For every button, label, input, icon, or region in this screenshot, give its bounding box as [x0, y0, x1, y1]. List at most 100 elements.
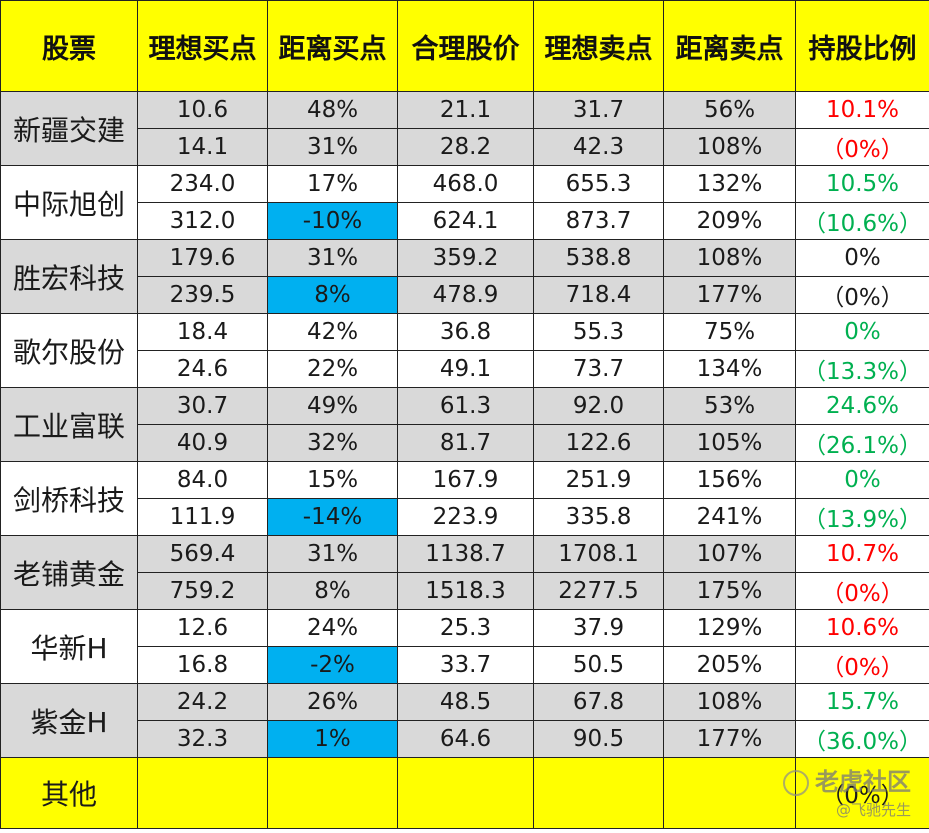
sell-distance-cell: 177%	[663, 720, 796, 758]
holding-ratio-cell: 0%	[795, 461, 929, 499]
ideal-sell-cell: 92.0	[533, 387, 664, 425]
other-name: 其他	[0, 757, 138, 829]
table-row: 40.9 32% 81.7 122.6 105% （26.1%）	[1, 424, 929, 462]
holding-ratio-cell: （0%）	[795, 128, 929, 166]
ideal-buy-cell: 111.9	[137, 498, 268, 536]
fair-price-cell: 33.7	[397, 646, 534, 684]
ideal-buy-cell: 84.0	[137, 461, 268, 499]
fair-price-cell: 223.9	[397, 498, 534, 536]
holding-ratio-cell: 15.7%	[795, 683, 929, 721]
stock-name: 老铺黄金	[0, 535, 138, 610]
stock-name: 歌尔股份	[0, 313, 138, 388]
ideal-sell-cell: 251.9	[533, 461, 664, 499]
ideal-buy-cell: 40.9	[137, 424, 268, 462]
table-row: 中际旭创 234.0 17% 468.0 655.3 132% 10.5%	[0, 165, 929, 240]
sell-distance-cell: 134%	[663, 350, 796, 388]
fair-price-cell: 624.1	[397, 202, 534, 240]
ideal-buy-cell: 14.1	[137, 128, 268, 166]
stock-name: 工业富联	[0, 387, 138, 462]
sell-distance-cell: 156%	[663, 461, 796, 499]
watermark: 老虎社区 @飞驰先生	[783, 762, 911, 820]
buy-distance-cell: 24%	[267, 609, 398, 647]
table-row: 111.9 -14% 223.9 335.8 241% （13.9%）	[1, 498, 929, 536]
buy-distance-cell: 49%	[267, 387, 398, 425]
sell-distance-cell: 129%	[663, 609, 796, 647]
buy-distance-cell: 1%	[267, 720, 398, 758]
fair-price-cell: 28.2	[397, 128, 534, 166]
ideal-buy-cell: 569.4	[137, 535, 268, 573]
ideal-sell-cell: 718.4	[533, 276, 664, 314]
buy-distance-cell: 48%	[267, 91, 398, 129]
table-row: 胜宏科技 179.6 31% 359.2 538.8 108% 0%	[0, 239, 929, 314]
stock-name: 紫金H	[0, 683, 138, 758]
ideal-sell-cell: 335.8	[533, 498, 664, 536]
sell-distance-cell: 132%	[663, 165, 796, 203]
table-row: 新疆交建 10.6 48% 21.1 31.7 56% 10.1%	[0, 91, 929, 166]
header-buy-distance: 距离买点	[267, 0, 398, 92]
holding-ratio-cell: 0%	[795, 313, 929, 351]
buy-distance-cell: 26%	[267, 683, 398, 721]
buy-distance-cell: 31%	[267, 239, 398, 277]
holding-ratio-cell: （0%）	[795, 276, 929, 314]
holding-ratio-cell: 10.6%	[795, 609, 929, 647]
fair-price-cell: 478.9	[397, 276, 534, 314]
ideal-buy-cell: 312.0	[137, 202, 268, 240]
sell-distance-cell: 75%	[663, 313, 796, 351]
ideal-buy-cell: 179.6	[137, 239, 268, 277]
other-holding-ratio: （0%）	[795, 757, 929, 829]
ideal-sell-cell: 655.3	[533, 165, 664, 203]
empty-cell	[267, 757, 398, 829]
buy-distance-cell: -2%	[267, 646, 398, 684]
fair-price-cell: 81.7	[397, 424, 534, 462]
fair-price-cell: 167.9	[397, 461, 534, 499]
buy-distance-cell: 22%	[267, 350, 398, 388]
buy-distance-cell: 8%	[267, 276, 398, 314]
ideal-sell-cell: 50.5	[533, 646, 664, 684]
buy-distance-cell: 32%	[267, 424, 398, 462]
table-row: 16.8 -2% 33.7 50.5 205% （0%）	[1, 646, 929, 684]
fair-price-cell: 64.6	[397, 720, 534, 758]
ideal-sell-cell: 67.8	[533, 683, 664, 721]
holding-ratio-cell: （13.9%）	[795, 498, 929, 536]
holding-ratio-cell: （26.1%）	[795, 424, 929, 462]
table-row: 歌尔股份 18.4 42% 36.8 55.3 75% 0%	[0, 313, 929, 388]
watermark-brand: 老虎社区	[815, 768, 911, 796]
sell-distance-cell: 241%	[663, 498, 796, 536]
holding-ratio-cell: 10.7%	[795, 535, 929, 573]
fair-price-cell: 49.1	[397, 350, 534, 388]
stock-name: 华新H	[0, 609, 138, 684]
table-row: 紫金H 24.2 26% 48.5 67.8 108% 15.7%	[0, 683, 929, 758]
stock-name: 新疆交建	[0, 91, 138, 166]
fair-price-cell: 1518.3	[397, 572, 534, 610]
table-row: 32.3 1% 64.6 90.5 177% （36.0%）	[1, 720, 929, 758]
buy-distance-cell: -14%	[267, 498, 398, 536]
ideal-sell-cell: 2277.5	[533, 572, 664, 610]
ideal-buy-cell: 30.7	[137, 387, 268, 425]
table-row: 312.0 -10% 624.1 873.7 209% （10.6%）	[1, 202, 929, 240]
header-row: 股票 理想买点 距离买点 合理股价 理想卖点 距离卖点 持股比例	[0, 0, 929, 92]
holding-ratio-cell: （0%）	[795, 572, 929, 610]
buy-distance-cell: 31%	[267, 535, 398, 573]
sell-distance-cell: 53%	[663, 387, 796, 425]
ideal-sell-cell: 122.6	[533, 424, 664, 462]
buy-distance-cell: -10%	[267, 202, 398, 240]
fair-price-cell: 468.0	[397, 165, 534, 203]
header-stock: 股票	[0, 0, 138, 92]
buy-distance-cell: 42%	[267, 313, 398, 351]
sell-distance-cell: 108%	[663, 239, 796, 277]
buy-distance-cell: 15%	[267, 461, 398, 499]
ideal-sell-cell: 73.7	[533, 350, 664, 388]
holding-ratio-cell: 10.5%	[795, 165, 929, 203]
holding-ratio-cell: 0%	[795, 239, 929, 277]
empty-cell	[397, 757, 534, 829]
sell-distance-cell: 209%	[663, 202, 796, 240]
sell-distance-cell: 108%	[663, 128, 796, 166]
header-ideal-sell: 理想卖点	[533, 0, 664, 92]
empty-cell	[533, 757, 664, 829]
ideal-sell-cell: 1708.1	[533, 535, 664, 573]
holding-ratio-cell: 24.6%	[795, 387, 929, 425]
header-sell-distance: 距离卖点	[663, 0, 796, 92]
sell-distance-cell: 108%	[663, 683, 796, 721]
fair-price-cell: 21.1	[397, 91, 534, 129]
